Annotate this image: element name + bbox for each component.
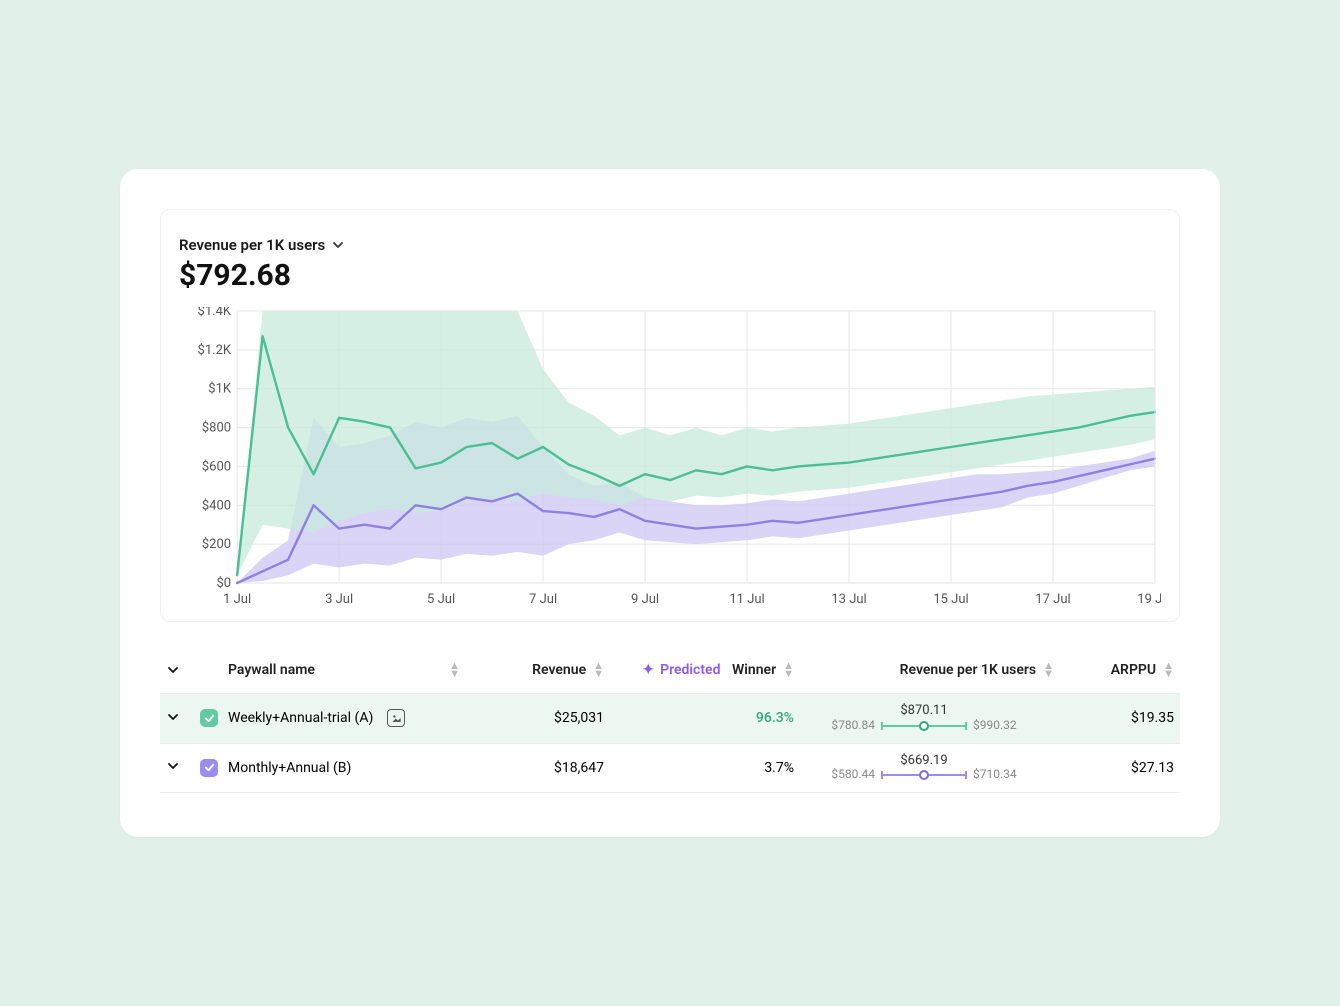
cell-predicted-winner: 3.7% (604, 760, 794, 776)
ci-bar (881, 774, 967, 776)
col-winner-label (724, 662, 727, 678)
col-rp1k-label: Revenue per 1K users (900, 662, 1037, 678)
svg-text:$0: $0 (216, 576, 231, 591)
column-arppu[interactable]: ARPPU ▲▼ (1054, 662, 1174, 678)
sort-icon: ▲▼ (783, 662, 794, 678)
ci-mid: $870.11 (900, 704, 947, 719)
column-predicted-winner[interactable]: ✦ Predicted Winner ▲▼ (604, 662, 794, 678)
sparkle-icon: ✦ (642, 662, 654, 678)
paywall-name-label: Monthly+Annual (B) (228, 760, 351, 776)
svg-text:5 Jul: 5 Jul (427, 592, 455, 607)
results-table: Paywall name ▲▼ Revenue ▲▼ ✦ Predicted W… (160, 648, 1180, 793)
cell-predicted-winner: 96.3% (604, 710, 794, 726)
chevron-down-icon (331, 238, 345, 252)
svg-text:$1.2K: $1.2K (198, 343, 232, 358)
column-revenue[interactable]: Revenue ▲▼ (474, 662, 604, 678)
chevron-down-icon (166, 710, 180, 724)
expand-all-toggle[interactable] (166, 663, 200, 677)
chevron-down-icon (166, 759, 180, 773)
chart-panel: Revenue per 1K users $792.68 $0$200$400$… (160, 209, 1180, 622)
ci-mid: $669.19 (900, 754, 947, 769)
cell-revenue: $18,647 (474, 760, 604, 776)
chevron-down-icon (166, 663, 180, 677)
confidence-interval: $870.11 $780.84 $990.32 (794, 704, 1054, 733)
svg-text:11 Jul: 11 Jul (729, 592, 764, 607)
svg-text:1 Jul: 1 Jul (223, 592, 251, 607)
table-header-row: Paywall name ▲▼ Revenue ▲▼ ✦ Predicted W… (160, 648, 1180, 694)
column-rp1k[interactable]: Revenue per 1K users ▲▼ (794, 662, 1054, 678)
expand-row-toggle[interactable] (166, 759, 200, 776)
cell-arppu: $27.13 (1054, 760, 1174, 776)
svg-text:$1.4K: $1.4K (198, 307, 232, 319)
ci-low: $780.84 (831, 719, 875, 733)
table-row: Weekly+Annual-trial (A) $25,031 96.3% $8… (160, 694, 1180, 744)
expand-row-toggle[interactable] (166, 710, 200, 727)
svg-text:15 Jul: 15 Jul (933, 592, 968, 607)
sort-icon: ▲▼ (1163, 662, 1174, 678)
col-revenue-label: Revenue (532, 662, 586, 678)
metric-selector[interactable]: Revenue per 1K users (179, 236, 1161, 254)
ci-bar (881, 725, 967, 727)
col-paywall-label: Paywall name (228, 662, 315, 678)
svg-text:7 Jul: 7 Jul (529, 592, 557, 607)
svg-text:9 Jul: 9 Jul (631, 592, 659, 607)
svg-text:$600: $600 (202, 459, 231, 474)
sort-icon: ▲▼ (593, 662, 604, 678)
image-icon[interactable] (387, 709, 405, 727)
table-row: Monthly+Annual (B) $18,647 3.7% $669.19 … (160, 744, 1180, 794)
metric-label: Revenue per 1K users (179, 236, 325, 254)
series-toggle-checkbox[interactable] (200, 709, 218, 727)
metric-value: $792.68 (179, 258, 1161, 293)
col-predicted-label: Predicted (660, 662, 720, 678)
sort-icon: ▲▼ (449, 662, 460, 678)
svg-text:3 Jul: 3 Jul (325, 592, 353, 607)
revenue-chart: $0 $200 $400 $600 $800 $1K $1.2K $1.4K 1 Jul 3 Ju… (179, 307, 1161, 607)
cell-revenue: $25,031 (474, 710, 604, 726)
svg-text:19 Jul: 19 Jul (1137, 592, 1161, 607)
ci-high: $990.32 (973, 719, 1017, 733)
paywall-name-label: Weekly+Annual-trial (A) (228, 710, 373, 726)
svg-text:17 Jul: 17 Jul (1035, 592, 1070, 607)
svg-text:$800: $800 (202, 420, 231, 435)
svg-text:$200: $200 (202, 537, 231, 552)
svg-text:$400: $400 (202, 498, 231, 513)
ci-high: $710.34 (973, 768, 1017, 782)
cell-arppu: $19.35 (1054, 710, 1174, 726)
ci-low: $580.44 (831, 768, 875, 782)
col-arppu-label: ARPPU (1111, 662, 1156, 678)
sort-icon: ▲▼ (1043, 662, 1054, 678)
confidence-interval: $669.19 $580.44 $710.34 (794, 754, 1054, 783)
column-paywall-name[interactable]: Paywall name ▲▼ (228, 662, 474, 678)
svg-text:13 Jul: 13 Jul (831, 592, 866, 607)
col-winner-text: Winner (732, 662, 776, 678)
svg-text:$1K: $1K (208, 381, 232, 396)
dashboard-card: Revenue per 1K users $792.68 $0$200$400$… (120, 169, 1220, 837)
series-toggle-checkbox[interactable] (200, 759, 218, 777)
